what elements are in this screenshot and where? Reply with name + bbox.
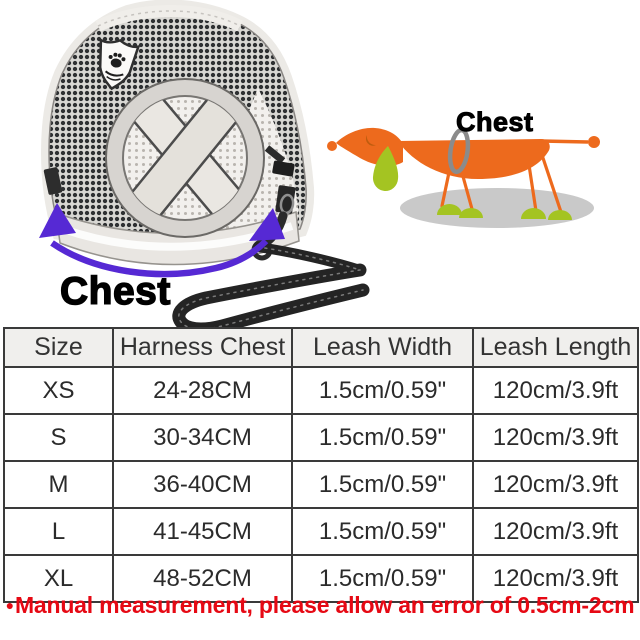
cell-leash-width: 1.5cm/0.59" [291,460,474,509]
dog-ear [372,146,399,192]
header-leash-width: Leash Width [291,327,474,368]
header-harness-chest: Harness Chest [112,327,293,368]
dog-tail [540,139,589,144]
dog-nose [327,141,337,151]
table-header-row: Size Harness Chest Leash Width Leash Len… [3,327,639,368]
dog-eye [365,135,376,146]
cell-size: XL [3,554,114,603]
right-buckle [264,145,296,215]
dog-boots [437,204,572,220]
measurement-note: ●Manual measurement, please allow an err… [0,592,640,618]
table-row-s: S 30-34CM 1.5cm/0.59" 120cm/3.9ft [3,413,639,462]
dog-tail-tip [588,136,600,148]
cell-leash-length: 120cm/3.9ft [472,507,639,556]
cell-leash-width: 1.5cm/0.59" [291,554,474,603]
product-illustration: Chest Chest [39,0,600,327]
cell-leash-width: 1.5cm/0.59" [291,507,474,556]
table-row-xl: XL 48-52CM 1.5cm/0.59" 120cm/3.9ft [3,554,639,603]
table-row-l: L 41-45CM 1.5cm/0.59" 120cm/3.9ft [3,507,639,556]
dog-body [398,139,550,179]
harness-fleece-sketchline [97,10,241,27]
illustration-canvas [39,0,600,327]
dog-chest-label: Chest [456,107,534,137]
chest-ring-icon [447,127,471,175]
cell-leash-width: 1.5cm/0.59" [291,366,474,415]
harness-chest-band [55,210,300,266]
cell-harness-chest: 41-45CM [112,507,293,556]
cell-leash-length: 120cm/3.9ft [472,413,639,462]
cell-harness-chest: 48-52CM [112,554,293,603]
dog-shadow [400,188,594,228]
left-clip [43,167,63,195]
cell-leash-length: 120cm/3.9ft [472,366,639,415]
dog-illustration [327,127,600,228]
cell-size: L [3,507,114,556]
harness-cross-straps [123,96,247,220]
cell-leash-length: 120cm/3.9ft [472,554,639,603]
header-size: Size [3,327,114,368]
table-row-xs: XS 24-28CM 1.5cm/0.59" 120cm/3.9ft [3,366,639,415]
size-table: Size Harness Chest Leash Width Leash Len… [3,327,639,603]
harness-illustration [39,0,370,327]
cell-size: XS [3,366,114,415]
harness-chest-label: Chest [59,270,171,313]
bullet-icon: ● [5,597,14,613]
chest-arrow-icon [39,203,285,278]
cell-leash-length: 120cm/3.9ft [472,460,639,509]
cell-harness-chest: 30-34CM [112,413,293,462]
measurement-note-text: Manual measurement, please allow an erro… [14,592,635,618]
cell-harness-chest: 24-28CM [112,366,293,415]
cell-leash-width: 1.5cm/0.59" [291,413,474,462]
cell-size: S [3,413,114,462]
header-leash-length: Leash Length [472,327,639,368]
table-row-m: M 36-40CM 1.5cm/0.59" 120cm/3.9ft [3,460,639,509]
paw-badge-icon [98,37,141,91]
cell-harness-chest: 36-40CM [112,460,293,509]
cell-size: M [3,460,114,509]
